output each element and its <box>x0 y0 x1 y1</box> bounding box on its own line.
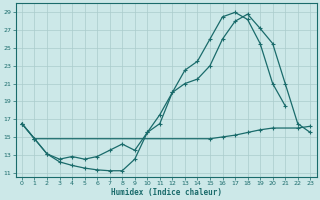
X-axis label: Humidex (Indice chaleur): Humidex (Indice chaleur) <box>111 188 221 197</box>
